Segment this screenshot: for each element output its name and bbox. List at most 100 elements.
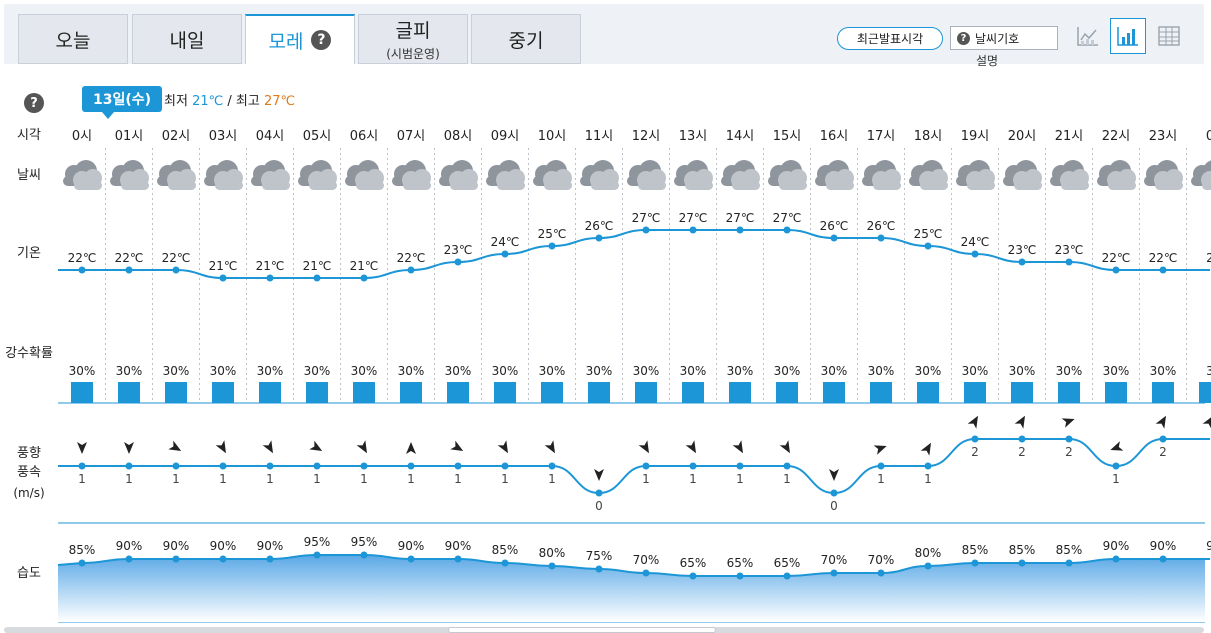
precip-bar [1199,382,1211,403]
wind-speed-point [266,462,274,470]
tab-3[interactable]: 글피 (시범운영) [358,14,468,64]
precip-bar [1011,382,1033,403]
cloud-part [873,181,901,190]
horizontal-scrollbar[interactable] [4,627,1204,633]
table-icon [1158,26,1180,46]
wind-speed-value: 2 [1065,445,1073,459]
wind-speed-line [58,437,1210,495]
cloudy-icon [157,160,196,190]
temperature-point [501,250,509,258]
cloud-part [1108,181,1136,190]
hour-label: 0시 [72,129,92,144]
cloud-part [826,181,854,190]
cloud-part [1202,181,1211,190]
precip-value: 3 [1206,364,1211,378]
precip-value: 30% [915,364,942,378]
precip-bar [541,382,563,403]
humidity-value: 9 [1206,539,1211,553]
chart-help-icon[interactable]: ? [24,93,44,113]
scrollbar-thumb[interactable] [448,627,716,633]
precip-bar [1152,382,1174,403]
cloud-part [920,181,948,190]
tab-label-row: 모레? [269,27,332,54]
humidity-value: 65% [774,556,801,570]
hour-label: 14시 [726,129,755,144]
humidity-value: 95% [351,535,378,549]
temperature-point [877,234,885,242]
tab-4[interactable]: 중기 [471,14,581,64]
wind-speed-point [689,462,697,470]
cloudy-icon [439,160,478,190]
tab-0[interactable]: 오늘 [18,14,128,64]
humidity-point [1159,555,1167,563]
cloud-part [262,181,290,190]
humidity-value: 85% [492,543,519,557]
recent-release-button[interactable]: 최근발표시각 [837,27,943,50]
wind-speed-value: 0 [595,499,603,513]
temperature-point [266,274,274,282]
wind-speed-point [830,489,838,497]
humidity-point [689,572,697,580]
hour-label: 20시 [1008,129,1037,144]
help-icon: ? [957,31,970,45]
table-view-button[interactable] [1151,18,1187,54]
precip-bar [635,382,657,403]
wind-direction-arrow [920,442,931,456]
precip-bar [494,382,516,403]
wind-speed-value: 1 [877,472,885,486]
temperature-point [830,234,838,242]
cloud-part [638,181,666,190]
temperature-point [172,266,180,274]
wind-speed-point [642,462,650,470]
weather-symbol-button[interactable]: ? 날씨기호 [950,26,1058,50]
wind-direction-arrow [450,440,464,451]
temperature-value: 22℃ [115,251,144,265]
wind-speed-value: 1 [360,472,368,486]
precip-bar [870,382,892,403]
hour-label: 08시 [444,129,473,144]
humidity-value: 90% [1103,539,1130,553]
cloudy-icon [674,160,713,190]
humidity-point [78,559,86,567]
hour-label: 01시 [115,129,144,144]
wind-direction-arrow [168,440,182,451]
humidity-point [971,559,979,567]
tab-help-icon[interactable]: ? [311,30,332,50]
wind-speed-point [595,489,603,497]
wind-speed-value: 2 [1018,445,1026,459]
wind-speed-point [172,462,180,470]
cloudy-icon [1097,160,1136,190]
wind-speed-point [736,462,744,470]
temperature-point [219,274,227,282]
humidity-point [783,572,791,580]
row-label-weather: 날씨 [17,168,41,183]
precip-value: 30% [962,364,989,378]
humidity-point [172,555,180,563]
wind-speed-value: 0 [830,499,838,513]
precip-bar [823,382,845,403]
bar-chart-view-button[interactable] [1110,18,1146,54]
temperature-point [313,274,321,282]
hour-label: 11시 [585,129,614,144]
humidity-point [548,562,556,570]
precip-bar [212,382,234,403]
tab-1[interactable]: 내일 [132,14,242,64]
temperature-point [642,226,650,234]
minmax-separator: / [227,94,232,109]
humidity-value: 80% [915,546,942,560]
humidity-point [125,555,133,563]
cloudy-icon [815,160,854,190]
humidity-value: 90% [257,539,284,553]
line-chart-view-button[interactable] [1070,18,1106,54]
temperature-point [736,226,744,234]
hourly-forecast-chart: 0시 01시 02시 03시 04시 05시 06시 07시 08시 09시 10시 11시 12시 13… [57,129,1211,623]
cloudy-icon [1144,160,1183,190]
humidity-point [595,565,603,573]
temperature-point [1159,266,1167,274]
row-label-temperature: 기온 [17,246,41,261]
wind-speed-point [219,462,227,470]
row-label-time: 시각 [17,128,41,143]
humidity-value: 90% [116,539,143,553]
wind-speed-point [454,462,462,470]
tab-2[interactable]: 모레? [245,14,355,64]
